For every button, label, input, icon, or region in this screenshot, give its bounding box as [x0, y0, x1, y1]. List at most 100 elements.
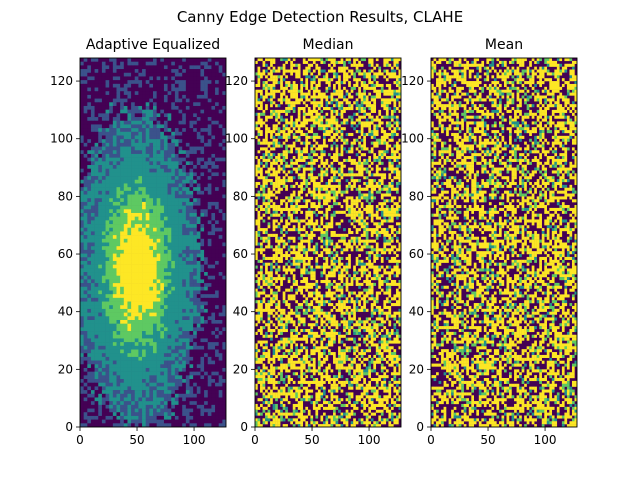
heatmap-cell: [193, 120, 198, 125]
heatmap-cell: [196, 286, 201, 291]
heatmap-cell: [305, 60, 309, 64]
heatmap-cell: [222, 190, 226, 195]
heatmap-cell: [101, 334, 106, 339]
heatmap-cell: [178, 331, 183, 336]
heatmap-cell: [185, 165, 190, 169]
heatmap-cell: [257, 81, 261, 85]
heatmap-cell: [90, 242, 95, 247]
heatmap-cell: [257, 132, 261, 137]
heatmap-cell: [142, 91, 146, 96]
heatmap-cell: [171, 131, 176, 136]
heatmap-cell: [138, 150, 143, 155]
heatmap-cell: [193, 131, 198, 136]
heatmap-cell: [196, 212, 201, 217]
heatmap-cell: [123, 117, 128, 122]
heatmap-cell: [277, 98, 281, 102]
heatmap-cell: [290, 107, 293, 111]
heatmap-cell: [222, 91, 226, 96]
heatmap-cell: [207, 345, 212, 350]
heatmap-cell: [109, 364, 114, 369]
heatmap-cell: [182, 294, 187, 299]
heatmap-cell: [196, 301, 201, 306]
heatmap-cell: [363, 95, 366, 99]
heatmap-cell: [207, 257, 212, 262]
heatmap-cell: [204, 367, 209, 372]
heatmap-cell: [120, 367, 125, 372]
heatmap-cell: [218, 323, 223, 328]
heatmap-cell: [196, 345, 201, 350]
heatmap-cell: [265, 127, 268, 131]
heatmap-cell: [149, 235, 154, 240]
heatmap-cell: [153, 342, 157, 347]
heatmap-cell: [156, 161, 161, 166]
heatmap-cell: [215, 198, 219, 203]
heatmap-cell: [142, 135, 146, 140]
heatmap-cell: [105, 272, 110, 277]
heatmap-cell: [80, 305, 84, 310]
heatmap-cell: [358, 135, 361, 139]
heatmap-cell: [112, 120, 117, 125]
heatmap-cell: [393, 89, 397, 93]
heatmap-cell: [207, 172, 212, 177]
heatmap-cell: [218, 80, 223, 85]
heatmap-cell: [167, 242, 172, 247]
heatmap-cell: [182, 168, 187, 173]
heatmap-cell: [123, 205, 128, 210]
heatmap-cell: [305, 75, 309, 79]
heatmap-cell: [305, 95, 309, 99]
heatmap-cell: [375, 124, 379, 128]
heatmap-cell: [134, 334, 139, 339]
heatmap-cell: [105, 135, 110, 140]
heatmap-cell: [200, 397, 205, 402]
heatmap-cell: [83, 375, 88, 380]
heatmap-cell: [112, 128, 117, 133]
heatmap-cell: [94, 179, 99, 184]
heatmap-cell: [174, 176, 179, 181]
heatmap-cell: [101, 150, 106, 155]
heatmap-cell: [109, 312, 114, 317]
heatmap-cell: [207, 290, 212, 295]
heatmap-cell: [193, 319, 198, 324]
heatmap-cell: [90, 235, 95, 240]
heatmap-cell: [185, 172, 190, 177]
heatmap-cell: [153, 249, 157, 254]
heatmap-cell: [290, 118, 293, 122]
heatmap-cell: [145, 231, 150, 236]
heatmap-cell: [131, 253, 136, 258]
heatmap-cell: [167, 316, 172, 321]
heatmap-cell: [160, 109, 165, 114]
heatmap-cell: [207, 179, 212, 184]
heatmap-cell: [174, 260, 179, 265]
heatmap-cell: [160, 135, 165, 140]
heatmap-cell: [167, 371, 172, 376]
heatmap-cell: [222, 382, 226, 387]
heatmap-cell: [211, 297, 216, 302]
heatmap-cell: [260, 118, 263, 122]
heatmap-cell: [112, 161, 117, 166]
heatmap-cell: [163, 72, 168, 77]
heatmap-cell: [101, 105, 106, 110]
heatmap-cell: [112, 415, 117, 420]
heatmap-cell: [207, 415, 212, 420]
heatmap-cell: [174, 283, 179, 288]
heatmap-cell: [153, 360, 157, 365]
heatmap-cell: [348, 81, 351, 85]
heatmap-cell: [131, 209, 136, 214]
heatmap-cell: [131, 83, 136, 88]
heatmap-cell: [94, 117, 99, 122]
heatmap-cell: [204, 179, 209, 184]
heatmap-cell: [338, 89, 341, 93]
heatmap-cell: [109, 209, 114, 214]
heatmap-cell: [189, 124, 194, 129]
heatmap-cell: [200, 224, 205, 229]
heatmap-cell: [87, 401, 92, 406]
heatmap-cell: [171, 404, 176, 409]
heatmap-cell: [211, 120, 216, 125]
heatmap-cell: [120, 301, 125, 306]
heatmap-cell: [215, 139, 219, 144]
heatmap-cell: [193, 364, 198, 369]
heatmap-cell: [393, 69, 397, 73]
heatmap-cell: [112, 404, 117, 409]
heatmap-cell: [171, 61, 176, 66]
heatmap-cell: [211, 379, 216, 384]
